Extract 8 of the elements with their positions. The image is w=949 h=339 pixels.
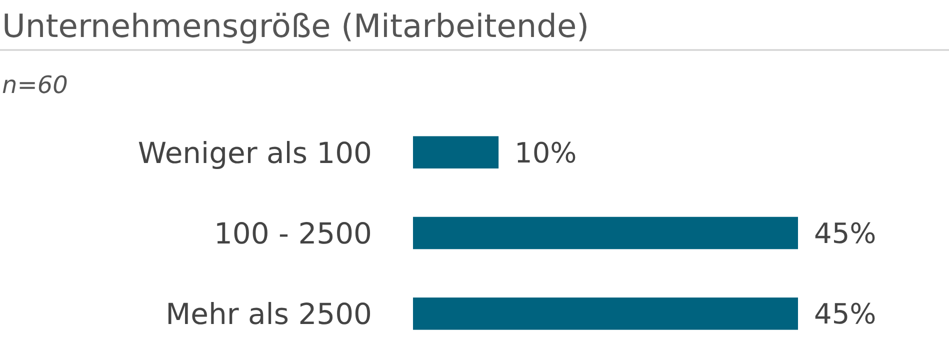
y-tick-label: Weniger als 100	[138, 136, 372, 170]
y-tick-label: Mehr als 2500	[166, 297, 372, 332]
data-label: 45%	[814, 217, 876, 250]
data-label: 10%	[514, 136, 577, 170]
y-tick-label: 100 - 2500	[214, 216, 372, 250]
text: n=60	[2, 71, 68, 99]
data-label: 45%	[814, 298, 876, 331]
chart-title: Unternehmensgröße (Mitarbeitende)	[2, 7, 590, 45]
